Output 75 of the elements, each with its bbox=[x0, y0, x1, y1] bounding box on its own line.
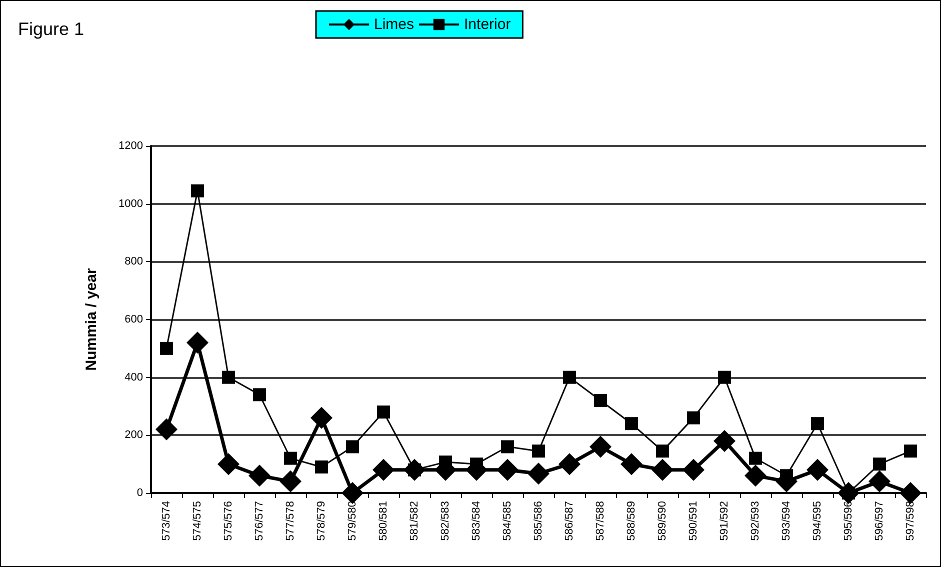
y-tick-label: 0 bbox=[136, 487, 143, 499]
point bbox=[749, 452, 762, 465]
y-tick-label: 1200 bbox=[118, 140, 143, 152]
point bbox=[372, 458, 394, 481]
y-tick-label: 1000 bbox=[118, 198, 143, 210]
point bbox=[248, 464, 270, 487]
x-tick-label: 585/586 bbox=[532, 501, 544, 541]
x-tick-label: 596/597 bbox=[874, 501, 886, 541]
point bbox=[718, 370, 731, 384]
x-tick-label: 574/575 bbox=[192, 501, 204, 541]
x-tick-label: 586/587 bbox=[564, 501, 576, 541]
point bbox=[625, 417, 638, 430]
point bbox=[811, 417, 824, 430]
point bbox=[222, 370, 235, 384]
point bbox=[346, 440, 359, 454]
y-tick-label: 800 bbox=[124, 256, 143, 268]
x-tick-label: 576/577 bbox=[254, 501, 266, 541]
point bbox=[682, 458, 704, 481]
x-tick-label: 584/585 bbox=[502, 501, 514, 541]
point bbox=[496, 458, 518, 481]
x-tick-label: 591/592 bbox=[718, 501, 730, 541]
x-tick-label: 582/583 bbox=[440, 501, 452, 541]
point bbox=[218, 453, 240, 476]
x-tick-label: 594/595 bbox=[812, 501, 824, 541]
point bbox=[563, 370, 576, 384]
x-tick-label: 579/580 bbox=[346, 501, 358, 541]
x-tick-label: 577/578 bbox=[284, 501, 296, 541]
point bbox=[868, 470, 890, 492]
point bbox=[377, 406, 390, 419]
point bbox=[590, 436, 612, 458]
point bbox=[310, 406, 332, 429]
x-tick-label: 593/594 bbox=[780, 501, 792, 541]
point bbox=[687, 411, 700, 424]
x-tick-label: 597/598 bbox=[904, 501, 916, 541]
x-tick-label: 581/582 bbox=[408, 501, 420, 541]
y-tick-label: 200 bbox=[124, 429, 143, 442]
y-tick-label: 600 bbox=[124, 314, 143, 326]
x-tick-label: 595/596 bbox=[842, 501, 854, 541]
point bbox=[315, 460, 328, 474]
x-tick-label: 583/584 bbox=[470, 501, 482, 541]
point bbox=[191, 184, 204, 198]
point bbox=[656, 444, 669, 458]
legend-label: Interior bbox=[464, 16, 511, 33]
point bbox=[652, 458, 674, 481]
point bbox=[186, 332, 208, 354]
point bbox=[284, 452, 297, 465]
x-tick-label: 578/579 bbox=[316, 501, 328, 541]
point bbox=[404, 458, 426, 481]
y-tick-label: 400 bbox=[124, 371, 143, 384]
y-axis-title: Nummia / year bbox=[83, 268, 100, 371]
x-tick-label: 575/576 bbox=[222, 501, 234, 541]
point bbox=[620, 453, 642, 476]
point bbox=[160, 342, 173, 355]
point bbox=[873, 458, 886, 471]
point bbox=[744, 464, 766, 487]
point bbox=[280, 470, 302, 492]
x-tick-label: 573/574 bbox=[160, 501, 172, 541]
point bbox=[714, 430, 736, 452]
point bbox=[501, 440, 514, 454]
x-tick-label: 589/590 bbox=[656, 501, 668, 541]
legend-label: Limes bbox=[374, 16, 414, 33]
point bbox=[528, 462, 550, 485]
x-tick-label: 587/588 bbox=[594, 501, 606, 541]
x-tick-label: 580/581 bbox=[378, 501, 390, 541]
x-tick-label: 588/589 bbox=[626, 501, 638, 541]
point bbox=[253, 388, 266, 402]
x-tick-label: 592/593 bbox=[750, 501, 762, 541]
point bbox=[806, 458, 828, 481]
x-tick-label: 590/591 bbox=[688, 501, 700, 541]
point bbox=[156, 418, 178, 440]
chart-title: Figure 1 bbox=[18, 19, 84, 39]
point bbox=[594, 394, 607, 407]
point bbox=[904, 444, 917, 458]
point bbox=[532, 444, 545, 458]
point bbox=[558, 453, 580, 476]
